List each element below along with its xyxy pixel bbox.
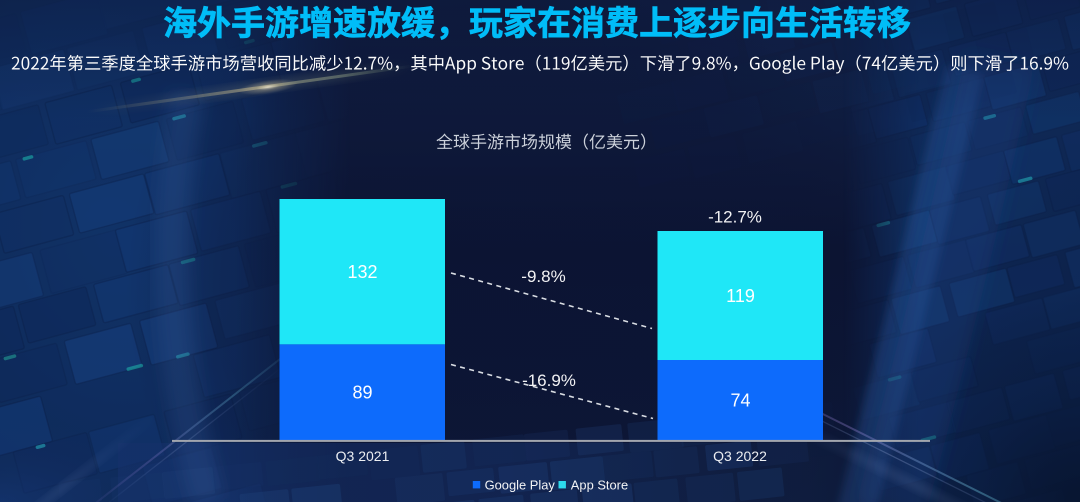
svg-text:119: 119 [726, 286, 755, 306]
svg-text:Q3 2022: Q3 2022 [713, 448, 767, 464]
svg-text:74: 74 [730, 391, 750, 411]
svg-text:-9.8%: -9.8% [521, 267, 565, 286]
svg-text:-16.9%: -16.9% [522, 371, 576, 390]
svg-text:App Store: App Store [571, 478, 628, 493]
svg-text:Q3 2021: Q3 2021 [336, 448, 390, 464]
svg-text:132: 132 [347, 262, 377, 282]
svg-text:-12.7%: -12.7% [708, 207, 762, 226]
svg-text:89: 89 [352, 382, 372, 402]
svg-text:Google Play: Google Play [485, 478, 556, 493]
